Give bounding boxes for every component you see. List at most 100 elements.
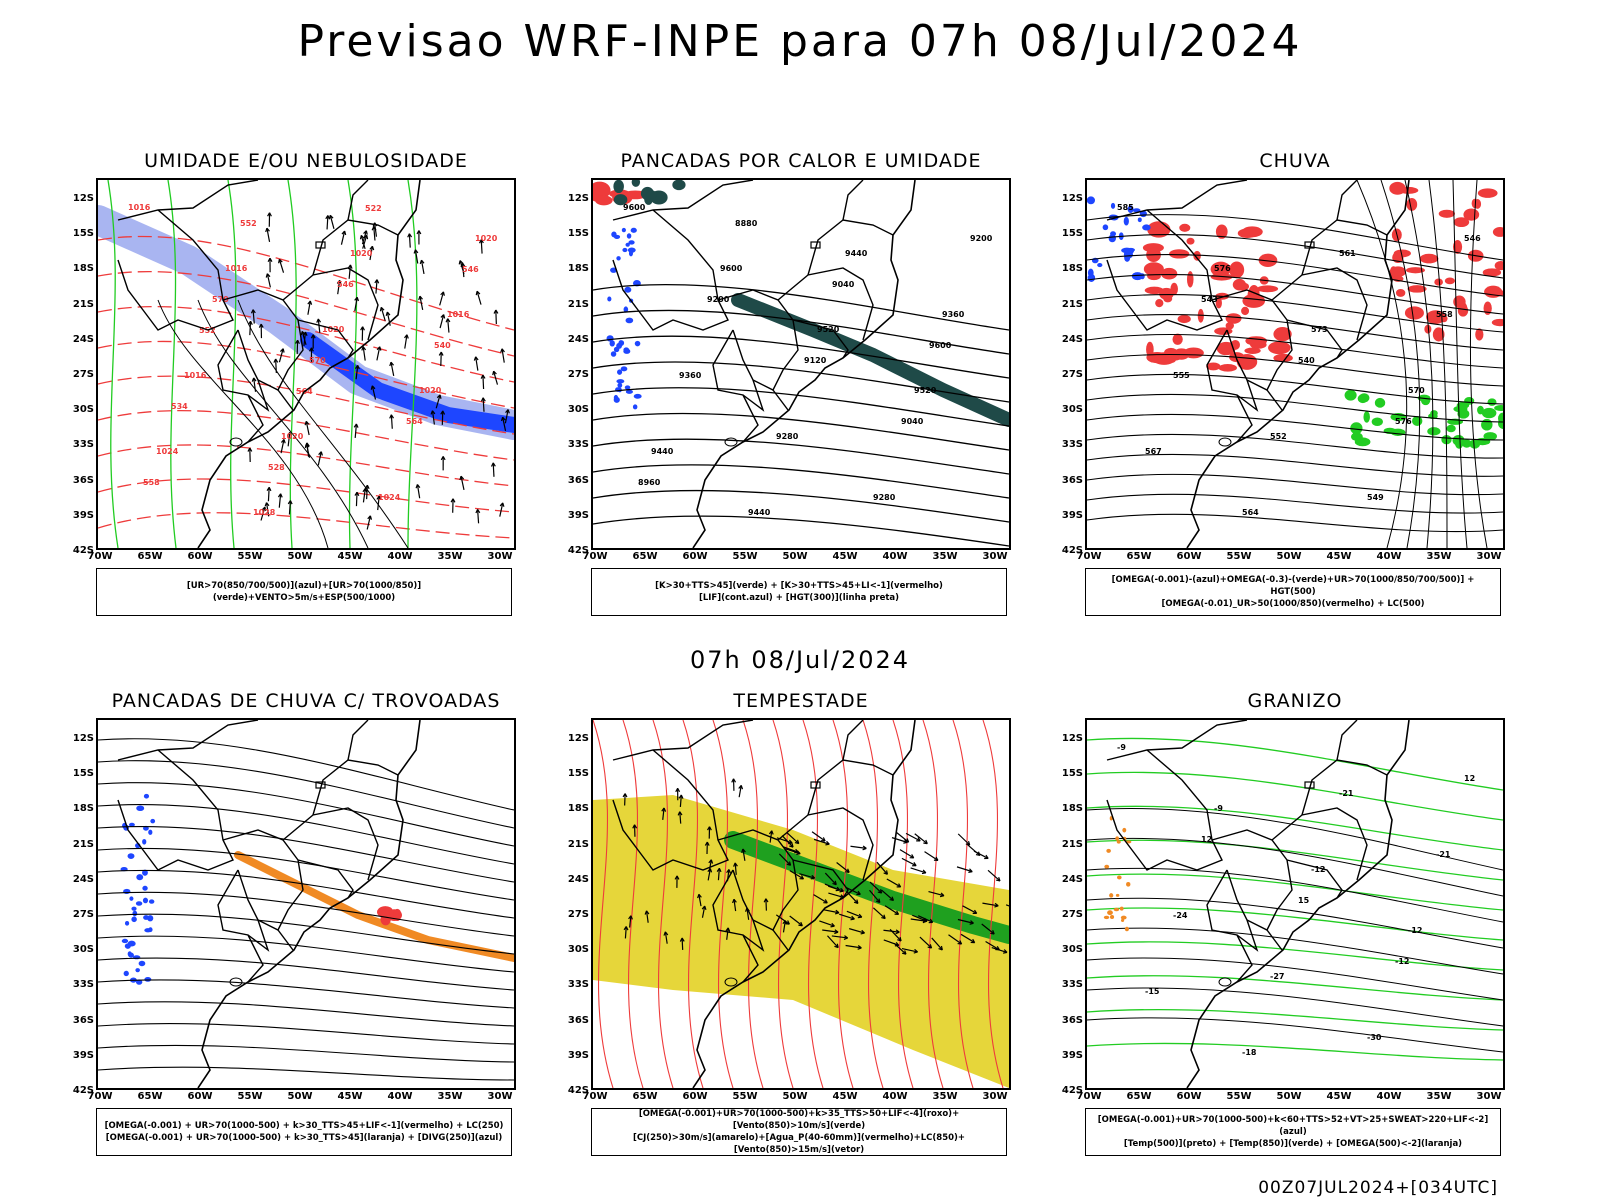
contour-label: 570 bbox=[212, 295, 229, 304]
lon-tick-label: 30W bbox=[1476, 1091, 1502, 1102]
latitude-axis: 12S 15S 18S 21S 24S 27S 30S 33S 36S 39S 42S bbox=[62, 178, 96, 556]
lon-tick-label: 40W bbox=[882, 551, 908, 562]
contour-label: -30 bbox=[1367, 1033, 1382, 1042]
contour-label: 1024 bbox=[378, 493, 401, 502]
lat-tick-label: 39S bbox=[1061, 1049, 1083, 1061]
contour-label: 9360 bbox=[942, 310, 965, 319]
contour-label: -27 bbox=[1270, 972, 1284, 981]
legend-box: [OMEGA(-0.001)+UR>70(1000-500)+k>35_TTS>… bbox=[591, 1108, 1007, 1156]
panel-title: CHUVA bbox=[1259, 150, 1331, 172]
longitude-axis: 70W 65W 60W 55W 50W 45W 40W 35W 30W bbox=[88, 551, 516, 563]
lat-tick-label: 18S bbox=[72, 803, 94, 815]
lon-tick-label: 55W bbox=[1226, 1091, 1252, 1102]
lat-tick-label: 42S bbox=[72, 1085, 94, 1096]
contour-label: 585 bbox=[1117, 203, 1134, 212]
contour-label: 1016 bbox=[128, 203, 151, 212]
wind-vectors bbox=[247, 212, 510, 530]
rain-blue-areas bbox=[1087, 196, 1151, 282]
contour-label: 1020 bbox=[350, 249, 373, 258]
lon-tick-label: 50W bbox=[1276, 551, 1302, 562]
contour-label: 9600 bbox=[929, 341, 952, 350]
contour-label: 9600 bbox=[623, 203, 646, 212]
lon-tick-label: 65W bbox=[632, 551, 658, 562]
hgt500-lines bbox=[1087, 213, 1503, 533]
hgt300-contours bbox=[593, 283, 1009, 547]
latitude-axis: 12S 15S 18S 21S 24S 27S 30S 33S 36S 39S 42S bbox=[62, 718, 96, 1096]
contour-label: 12 bbox=[1201, 835, 1212, 844]
lat-tick-label: 30S bbox=[1061, 404, 1083, 416]
map-frame: -9 -9 -12 -12 -15 -18 -21 -21 -24 -27 -30 12 12 15 -12 bbox=[1085, 718, 1505, 1090]
lat-tick-label: 36S bbox=[567, 1014, 589, 1026]
lat-tick-label: 27S bbox=[567, 909, 589, 920]
lat-tick-label: 24S bbox=[567, 873, 589, 885]
model-run-label: 00Z07JUL2024+[034UTC] bbox=[1258, 1178, 1498, 1198]
panel-title: GRANIZO bbox=[1247, 690, 1343, 712]
contour-label: 9200 bbox=[970, 234, 993, 243]
lon-tick-label: 35W bbox=[932, 551, 958, 562]
lon-tick-label: 65W bbox=[137, 551, 163, 562]
panel-title: TEMPESTADE bbox=[733, 690, 869, 712]
lat-tick-label: 27S bbox=[1061, 909, 1083, 920]
legend-box: [OMEGA(-0.001)+UR>70(1000-500)+k<60+TTS>… bbox=[1085, 1108, 1501, 1156]
map-panel-umidade: UMIDADE E/OU NEBULOSIDADE 1016 1016 1020 102… bbox=[62, 150, 542, 630]
lon-tick-label: 30W bbox=[487, 1091, 513, 1102]
contour-label: -15 bbox=[1145, 987, 1160, 996]
lon-tick-label: 55W bbox=[1226, 551, 1252, 562]
contour-label: 9360 bbox=[679, 371, 702, 380]
map-panel-pancadas_trovoadas: PANCADAS DE CHUVA C/ TROVOADAS 12S 15S 18S 2… bbox=[62, 690, 542, 1170]
lat-tick-label: 39S bbox=[72, 1049, 94, 1061]
contour-label: 570 bbox=[1408, 386, 1425, 395]
lon-tick-label: 30W bbox=[982, 551, 1008, 562]
lat-tick-label: 27S bbox=[72, 909, 94, 920]
map-panel-granizo: GRANIZO -9 -9 -12 -12 -15 -18 -21 -21 -24 -27 -30 12… bbox=[1051, 690, 1531, 1170]
chuva-labels: 585 576 573 570 567 564 561 558 555 552 549 546 543 5… bbox=[1117, 203, 1481, 517]
lat-tick-label: 18S bbox=[567, 263, 589, 275]
legend-line: [OMEGA(-0.001) + UR>70(1000-500) + k>30_… bbox=[105, 1133, 503, 1143]
lon-tick-label: 50W bbox=[287, 551, 313, 562]
lat-tick-label: 30S bbox=[72, 944, 94, 956]
lat-tick-label: 18S bbox=[567, 803, 589, 815]
thickness-contours bbox=[98, 235, 514, 539]
lon-tick-label: 60W bbox=[1176, 551, 1202, 562]
legend-line: [K>30+TTS>45](verde) + [K>30+TTS>45+LI<-… bbox=[655, 581, 943, 591]
lc250-streamlines bbox=[98, 738, 514, 1081]
main-title: Previsao WRF-INPE para 07h 08/Jul/2024 bbox=[297, 16, 1303, 67]
contour-label: 9520 bbox=[914, 386, 937, 395]
lat-tick-label: 21S bbox=[1061, 298, 1083, 310]
lat-tick-label: 39S bbox=[1061, 509, 1083, 521]
lat-tick-label: 36S bbox=[1061, 1014, 1083, 1026]
contour-label: 552 bbox=[1270, 432, 1287, 441]
lat-tick-label: 33S bbox=[567, 439, 589, 451]
contour-label: 558 bbox=[143, 478, 160, 487]
contour-label: 546 bbox=[1464, 234, 1481, 243]
lon-tick-label: 40W bbox=[387, 551, 413, 562]
lon-tick-label: 35W bbox=[1426, 551, 1452, 562]
lat-tick-label: 24S bbox=[72, 333, 94, 345]
lat-tick-label: 21S bbox=[567, 838, 589, 850]
contour-label: 561 bbox=[1339, 249, 1356, 258]
lat-tick-label: 18S bbox=[72, 263, 94, 275]
map-frame bbox=[591, 718, 1011, 1090]
lc850-streamlines bbox=[593, 720, 1004, 1088]
lat-tick-label: 15S bbox=[1061, 228, 1083, 240]
contour-label: 573 bbox=[1311, 325, 1328, 334]
lon-tick-label: 70W bbox=[87, 551, 113, 562]
lat-tick-label: 21S bbox=[1061, 838, 1083, 850]
map-canvas bbox=[593, 720, 1009, 1088]
contour-label: 12 bbox=[1464, 774, 1475, 783]
contour-label: 9280 bbox=[873, 493, 896, 502]
lat-tick-label: 21S bbox=[567, 298, 589, 310]
contour-label: 543 bbox=[1201, 295, 1218, 304]
lon-tick-label: 60W bbox=[187, 551, 213, 562]
granizo-labels: -9 -9 -12 -12 -15 -18 -21 -21 -24 -27 -30 12 12 15 -12 bbox=[1117, 743, 1475, 1057]
lat-tick-label: 39S bbox=[72, 509, 94, 521]
latitude-axis: 12S 15S 18S 21S 24S 27S 30S 33S 36S 39S 42S bbox=[1051, 178, 1085, 556]
contour-label: 570 bbox=[309, 356, 326, 365]
contour-label: 9040 bbox=[901, 417, 924, 426]
contour-label: 576 bbox=[1395, 417, 1412, 426]
contour-label: 9440 bbox=[845, 249, 868, 258]
lat-tick-label: 33S bbox=[1061, 439, 1083, 451]
contour-label: 1020 bbox=[419, 386, 442, 395]
lon-tick-label: 60W bbox=[682, 551, 708, 562]
lon-tick-label: 40W bbox=[1376, 551, 1402, 562]
